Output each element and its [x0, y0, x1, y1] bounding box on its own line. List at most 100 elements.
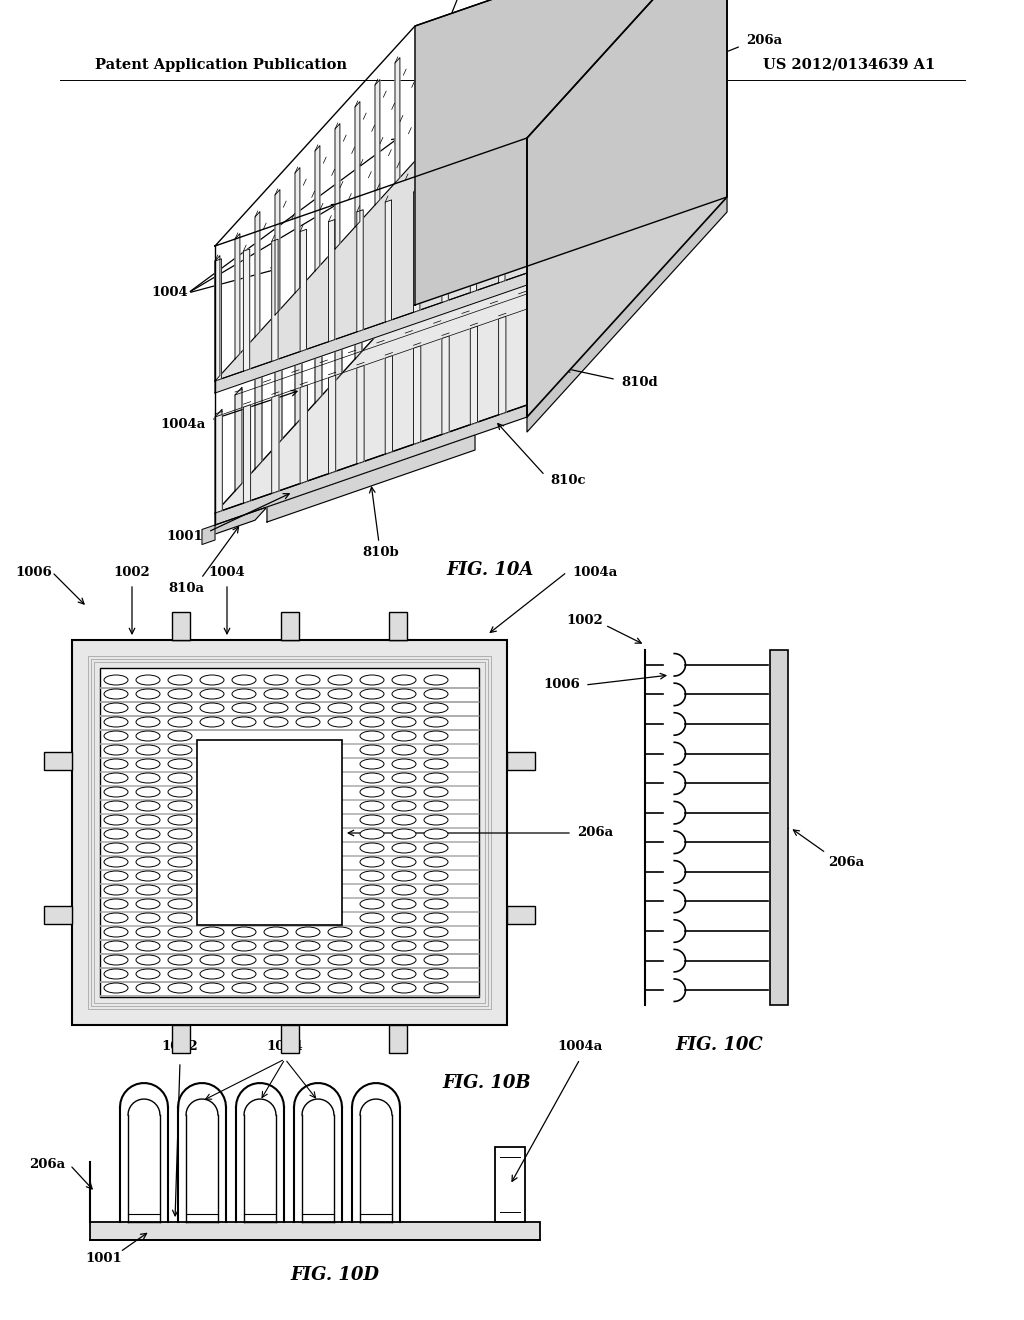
Polygon shape — [203, 507, 267, 539]
Polygon shape — [267, 436, 475, 521]
Text: 810a: 810a — [168, 582, 204, 595]
Ellipse shape — [104, 884, 128, 895]
Ellipse shape — [392, 871, 416, 880]
Ellipse shape — [360, 954, 384, 965]
Ellipse shape — [104, 899, 128, 909]
Polygon shape — [527, 0, 727, 417]
Polygon shape — [527, 185, 727, 417]
Ellipse shape — [360, 871, 384, 880]
Ellipse shape — [424, 871, 449, 880]
Text: 1001: 1001 — [166, 531, 203, 544]
Ellipse shape — [360, 884, 384, 895]
Polygon shape — [442, 181, 449, 302]
Bar — [94, 663, 485, 1003]
Text: 1004b: 1004b — [442, 37, 527, 106]
Ellipse shape — [104, 829, 128, 840]
Bar — [507, 751, 535, 770]
Ellipse shape — [136, 731, 160, 741]
Text: 1002: 1002 — [566, 614, 603, 627]
Ellipse shape — [232, 954, 256, 965]
Ellipse shape — [168, 717, 193, 727]
Polygon shape — [295, 168, 300, 293]
Polygon shape — [244, 249, 250, 371]
Bar — [281, 1026, 299, 1053]
Text: May 31, 2012  Sheet 8 of 15: May 31, 2012 Sheet 8 of 15 — [430, 58, 659, 73]
Ellipse shape — [392, 675, 416, 685]
Ellipse shape — [200, 954, 224, 965]
Text: 206a: 206a — [577, 826, 613, 840]
Ellipse shape — [136, 843, 160, 853]
Polygon shape — [215, 409, 222, 513]
Ellipse shape — [200, 941, 224, 950]
Ellipse shape — [392, 704, 416, 713]
Polygon shape — [295, 321, 302, 425]
Polygon shape — [414, 346, 421, 445]
Ellipse shape — [392, 954, 416, 965]
Ellipse shape — [360, 899, 384, 909]
Polygon shape — [335, 124, 340, 249]
Ellipse shape — [424, 731, 449, 741]
Ellipse shape — [136, 969, 160, 979]
Ellipse shape — [104, 744, 128, 755]
Ellipse shape — [136, 941, 160, 950]
Ellipse shape — [392, 899, 416, 909]
Polygon shape — [234, 387, 242, 491]
Ellipse shape — [232, 675, 256, 685]
Ellipse shape — [328, 675, 352, 685]
Ellipse shape — [232, 941, 256, 950]
Ellipse shape — [104, 759, 128, 770]
Ellipse shape — [360, 969, 384, 979]
Ellipse shape — [424, 675, 449, 685]
Ellipse shape — [136, 927, 160, 937]
Ellipse shape — [360, 829, 384, 840]
Polygon shape — [415, 0, 727, 305]
Ellipse shape — [296, 717, 319, 727]
Ellipse shape — [168, 675, 193, 685]
Text: 1001: 1001 — [85, 1251, 122, 1265]
Ellipse shape — [136, 689, 160, 700]
Polygon shape — [355, 255, 362, 359]
Ellipse shape — [136, 983, 160, 993]
Ellipse shape — [392, 731, 416, 741]
Ellipse shape — [264, 954, 288, 965]
Ellipse shape — [104, 954, 128, 965]
Ellipse shape — [232, 927, 256, 937]
Ellipse shape — [424, 829, 449, 840]
Polygon shape — [202, 525, 215, 544]
Ellipse shape — [232, 717, 256, 727]
Ellipse shape — [168, 927, 193, 937]
Text: 1004c: 1004c — [541, 8, 625, 57]
Ellipse shape — [328, 927, 352, 937]
Ellipse shape — [392, 689, 416, 700]
Ellipse shape — [104, 704, 128, 713]
Polygon shape — [395, 211, 402, 315]
Text: 1004a: 1004a — [572, 565, 617, 578]
Ellipse shape — [168, 983, 193, 993]
Ellipse shape — [104, 801, 128, 810]
Ellipse shape — [104, 927, 128, 937]
Ellipse shape — [168, 969, 193, 979]
Ellipse shape — [200, 983, 224, 993]
Text: 1004: 1004 — [209, 565, 246, 578]
Ellipse shape — [296, 689, 319, 700]
Ellipse shape — [424, 843, 449, 853]
Ellipse shape — [392, 884, 416, 895]
Text: US 2012/0134639 A1: US 2012/0134639 A1 — [763, 58, 935, 73]
Ellipse shape — [232, 983, 256, 993]
Polygon shape — [275, 343, 282, 447]
Polygon shape — [244, 405, 251, 503]
Text: 810c: 810c — [550, 474, 586, 487]
Bar — [389, 1026, 408, 1053]
Polygon shape — [255, 211, 260, 337]
Ellipse shape — [264, 927, 288, 937]
Ellipse shape — [168, 787, 193, 797]
Ellipse shape — [360, 843, 384, 853]
Ellipse shape — [360, 814, 384, 825]
Ellipse shape — [264, 689, 288, 700]
Polygon shape — [442, 335, 450, 434]
Ellipse shape — [424, 759, 449, 770]
Text: 1004a: 1004a — [161, 418, 206, 432]
Ellipse shape — [360, 913, 384, 923]
Ellipse shape — [104, 717, 128, 727]
Ellipse shape — [168, 954, 193, 965]
